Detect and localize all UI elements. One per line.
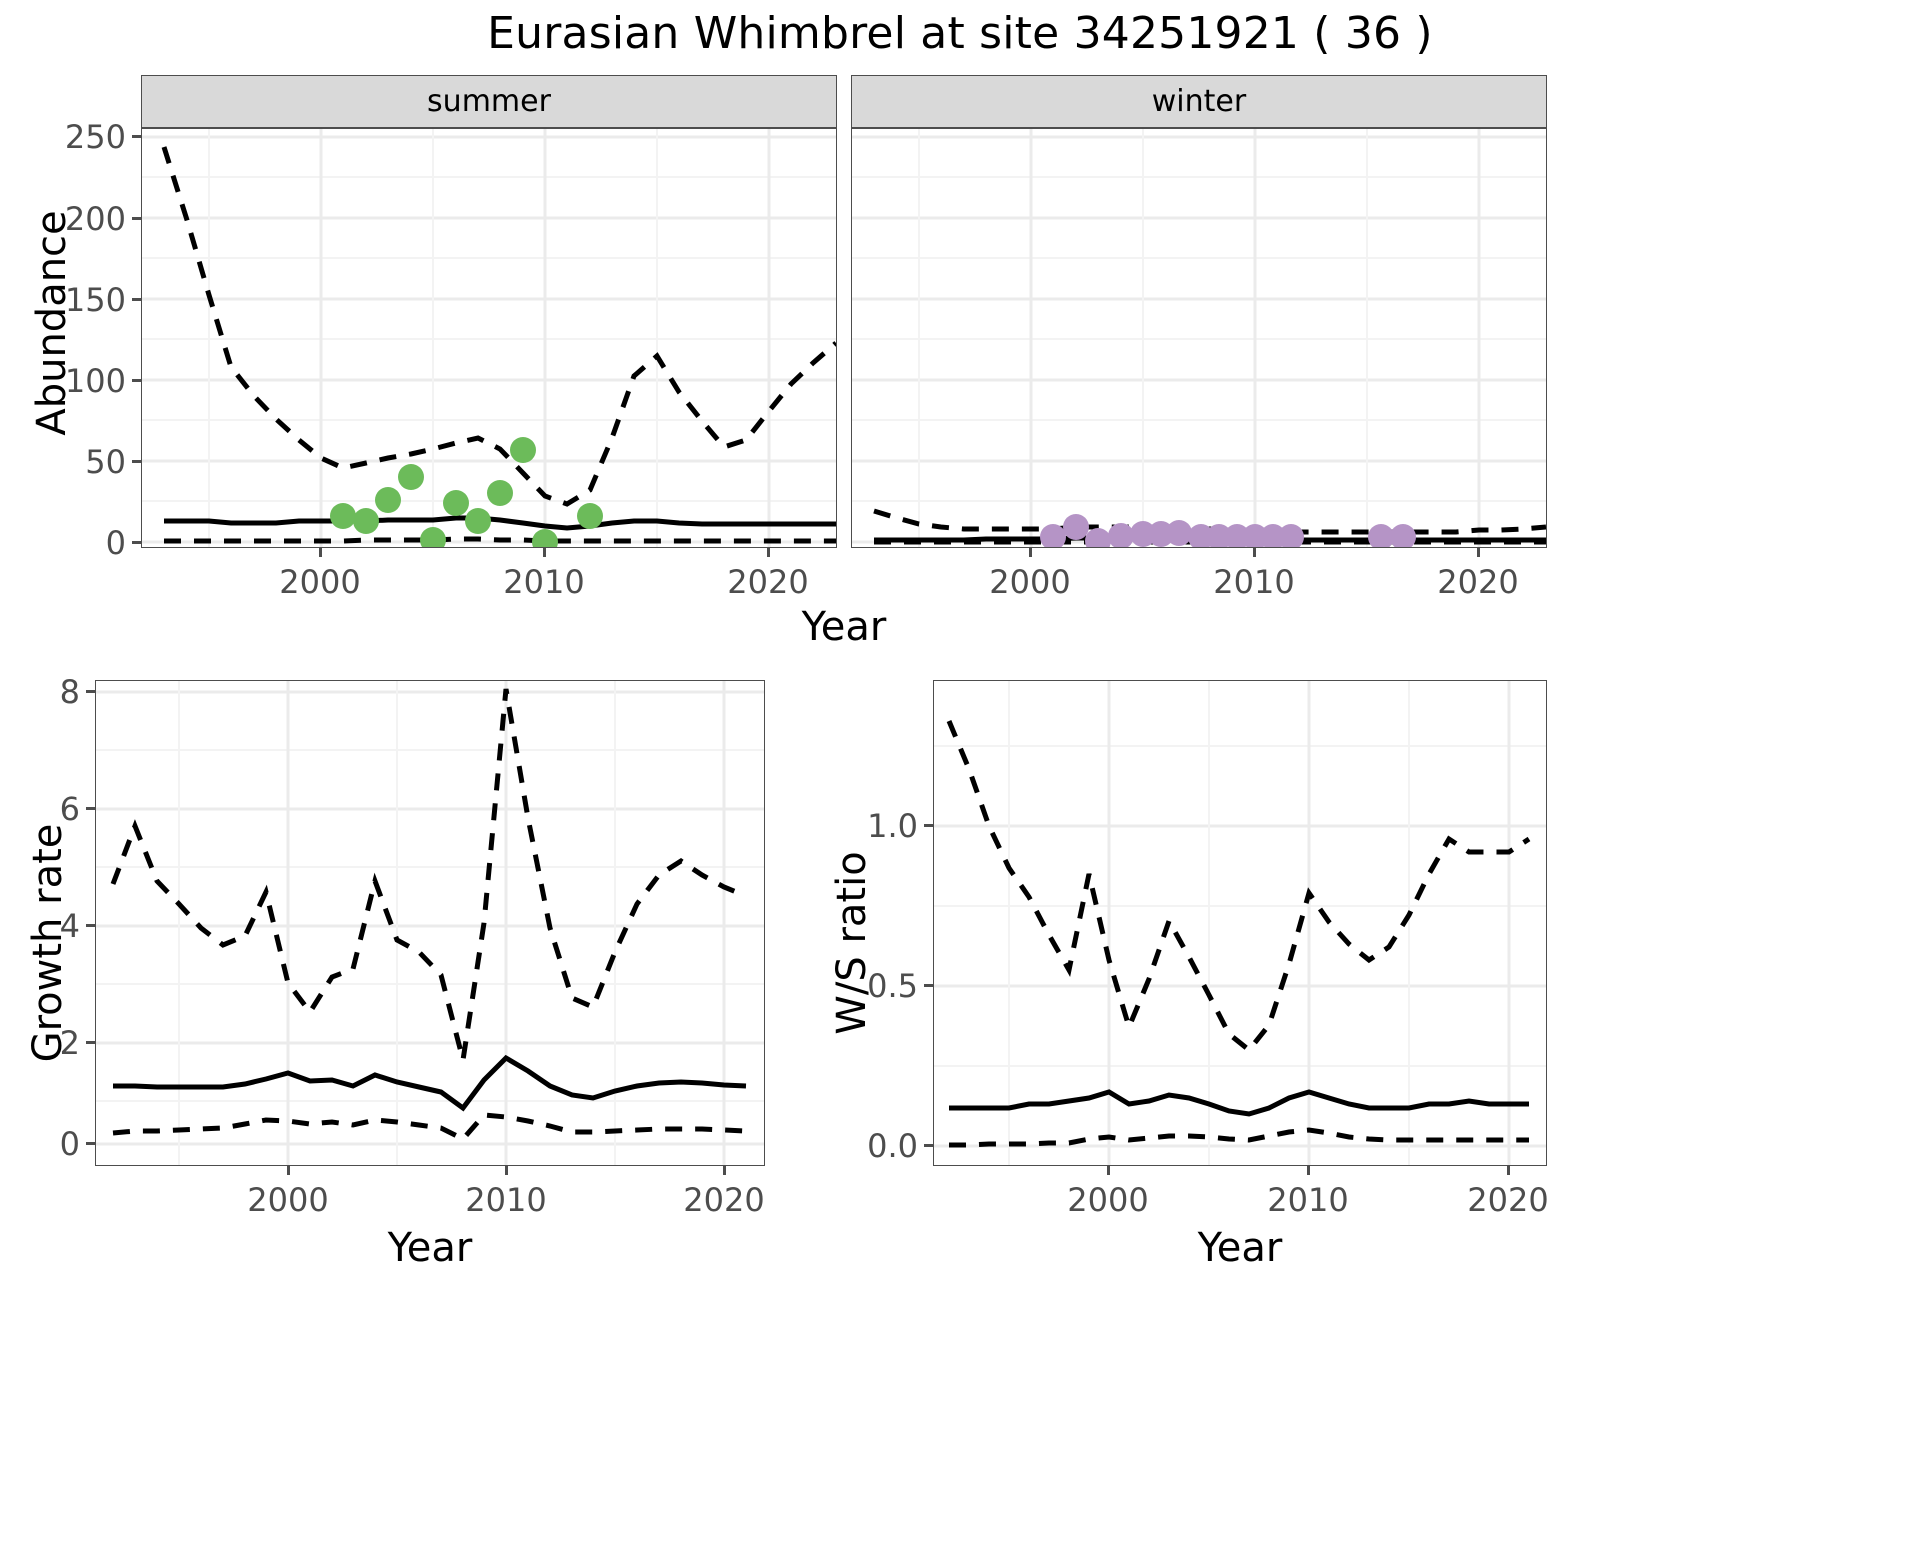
ws-lower-line [949,1127,1529,1148]
panel-growth-rate [95,680,765,1166]
growth-ytickmark-8 [86,690,95,693]
growth-ytick-8: 8 [59,673,80,711]
page-title: Eurasian Whimbrel at site 34251921 ( 36 … [487,8,1433,59]
abundance-winter-xtick-2000: 2000 [989,563,1071,601]
abundance-ytickmark-200 [132,217,141,220]
growth-xtick-2020: 2020 [683,1181,765,1219]
abundance-x-axis-label: Year [801,604,887,650]
growth-ytick-2: 2 [59,1024,80,1062]
growth-ytickmark-2 [86,1041,95,1044]
abundance-summer-xtick-2000: 2000 [279,563,361,601]
abundance-ytickmark-100 [132,379,141,382]
abundance-winter-xtick-2010: 2010 [1213,563,1295,601]
ws-x-axis-label: Year [1197,1225,1283,1271]
growth-ytickmark-4 [86,924,95,927]
facet-strip-summer: summer [141,75,837,128]
abundance-ytickmark-150 [132,298,141,301]
abundance-summer-points [330,437,603,547]
grid-lines [96,681,764,1165]
abundance-summer-xtick-2010: 2010 [503,563,585,601]
ws-xtick-2000: 2000 [1067,1181,1149,1219]
facet-strip-summer-label: summer [427,84,551,119]
abundance-winter-xtickmark-2010 [1253,548,1256,557]
growth-xtickmark-2010 [505,1166,508,1175]
growth-median-line [113,1054,747,1112]
abundance-winter-svg [852,129,1546,547]
panel-ws-ratio [933,680,1547,1166]
ws-xtickmark-2010 [1307,1166,1310,1175]
abundance-summer-xtickmark-2020 [767,548,770,557]
abundance-ytick-50: 50 [85,443,126,481]
growth-ytick-0: 0 [59,1125,80,1163]
ws-xtick-2010: 2010 [1267,1181,1349,1219]
abundance-ytickmark-250 [132,135,141,138]
abundance-winter-points [1040,514,1416,547]
grid-lines [934,681,1546,1165]
ws-ytickmark-0_0 [924,1144,933,1147]
growth-xtick-2010: 2010 [465,1181,547,1219]
growth-upper-line [110,688,747,1061]
growth-xtickmark-2020 [723,1166,726,1175]
growth-ytickmark-0 [86,1142,95,1145]
panel-abundance-winter [851,128,1547,548]
abundance-winter-xtickmark-2020 [1477,548,1480,557]
abundance-ytick-200: 200 [64,200,126,238]
abundance-ytick-100: 100 [64,362,126,400]
growth-ytick-4: 4 [59,907,80,945]
abundance-ytick-0: 0 [105,524,126,562]
abundance-summer-xtickmark-2010 [543,548,546,557]
growth-rate-svg [96,681,764,1165]
ws-ytickmark-0_5 [924,984,933,987]
ws-ytick-1_0: 1.0 [867,807,918,845]
growth-ytickmark-6 [86,807,95,810]
growth-lower-line [112,1112,747,1143]
ws-ytickmark-1_0 [924,824,933,827]
abundance-summer-median-line [164,515,836,531]
ws-upper-line [946,720,1531,1054]
abundance-summer-upper-line [161,146,836,507]
facet-strip-winter: winter [851,75,1547,128]
abundance-summer-xtickmark-2000 [319,548,322,557]
growth-xtick-2000: 2000 [247,1181,329,1219]
abundance-winter-xtick-2020: 2020 [1437,563,1519,601]
ws-ytick-0_0: 0.0 [867,1127,918,1165]
ws-xtickmark-2020 [1507,1166,1510,1175]
abundance-ytick-250: 250 [64,118,126,156]
growth-x-axis-label: Year [387,1225,473,1271]
abundance-summer-xtick-2020: 2020 [727,563,809,601]
ws-xtick-2020: 2020 [1467,1181,1549,1219]
ws-ratio-svg [934,681,1546,1165]
panel-abundance-summer [141,128,837,548]
abundance-ytickmark-0 [132,541,141,544]
grid-lines [142,129,836,547]
abundance-summer-lower-line [164,536,836,544]
abundance-winter-xtickmark-2000 [1029,548,1032,557]
abundance-ytickmark-50 [132,460,141,463]
growth-ytick-6: 6 [59,790,80,828]
ws-ytick-0_5: 0.5 [867,967,918,1005]
ws-xtickmark-2000 [1107,1166,1110,1175]
growth-xtickmark-2000 [287,1166,290,1175]
ws-median-line [949,1089,1529,1117]
abundance-summer-svg [142,129,836,547]
facet-strip-winter-label: winter [1151,84,1247,119]
grid-lines [852,129,1546,547]
abundance-ytick-150: 150 [64,281,126,319]
